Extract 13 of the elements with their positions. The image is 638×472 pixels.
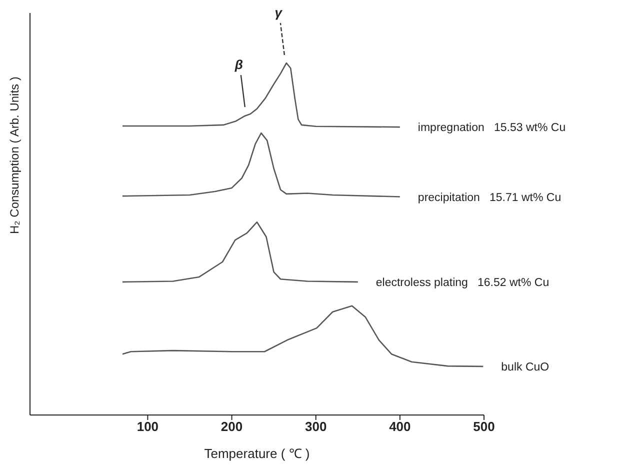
x-tick-label: 100 bbox=[136, 419, 159, 434]
series-label: impregnation 15.53 wt% Cu bbox=[418, 122, 566, 134]
x-tick-label: 400 bbox=[389, 419, 411, 434]
x-axis-title: Temperature ( ℃ ) bbox=[204, 446, 310, 461]
x-tick-label: 200 bbox=[220, 419, 243, 434]
annotation: γ bbox=[274, 5, 283, 20]
series-label: precipitation 15.71 wt% Cu bbox=[418, 192, 562, 204]
x-tick-label: 500 bbox=[473, 419, 495, 434]
y-axis-title: H₂ Consumption ( Arb. Units ) bbox=[7, 76, 22, 234]
series-label: electroless plating 16.52 wt% Cu bbox=[376, 276, 550, 289]
x-tick-label: 300 bbox=[305, 419, 327, 434]
annotation: β bbox=[234, 57, 243, 72]
series-label: bulk CuO bbox=[501, 361, 550, 374]
